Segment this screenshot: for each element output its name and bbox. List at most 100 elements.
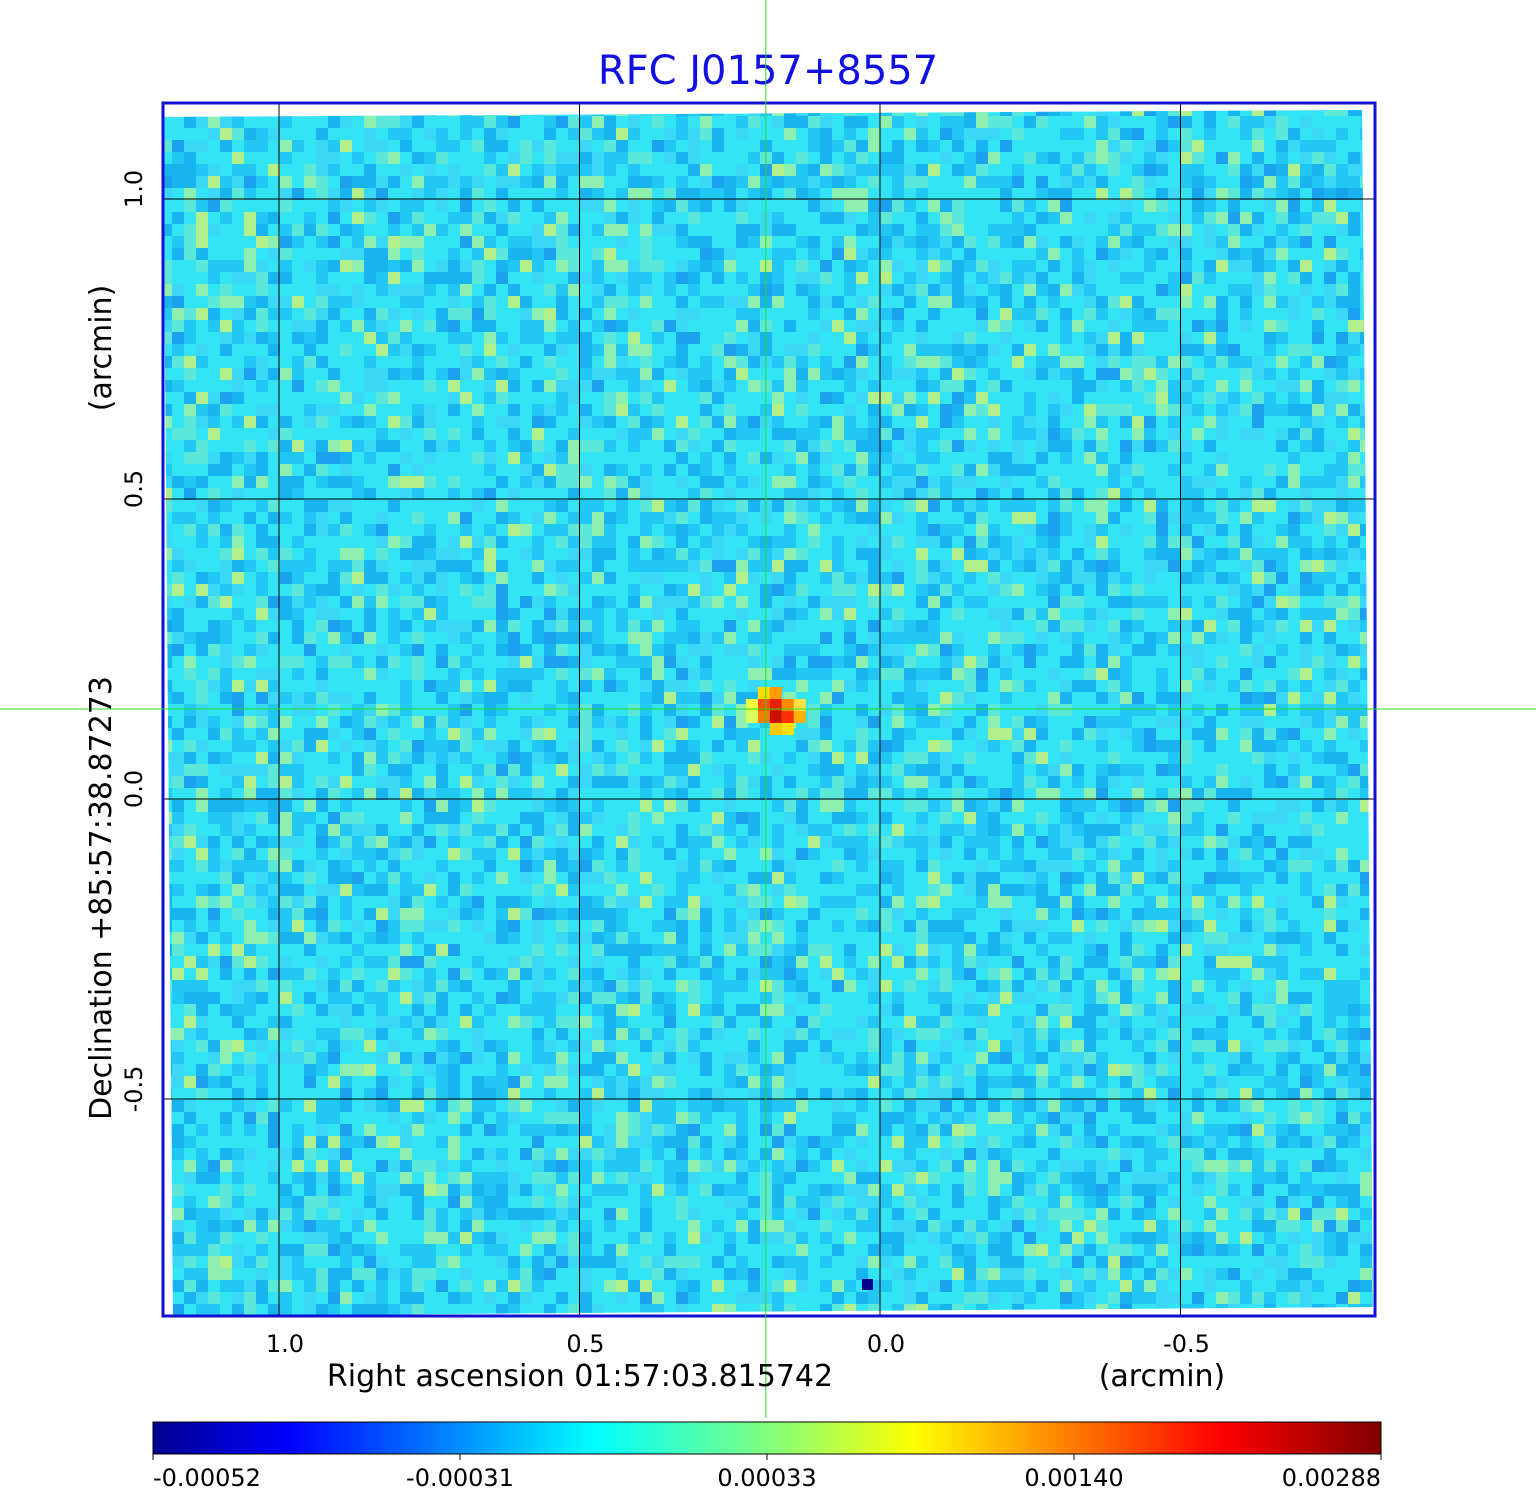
noise-pixel (292, 812, 304, 824)
noise-pixel (820, 896, 832, 908)
noise-pixel (1000, 620, 1012, 632)
noise-pixel (364, 716, 376, 728)
noise-pixel (772, 860, 784, 872)
noise-pixel (784, 860, 796, 872)
noise-pixel (1264, 188, 1276, 200)
noise-pixel (1264, 488, 1276, 500)
noise-pixel (844, 356, 856, 368)
noise-pixel (316, 680, 328, 692)
noise-pixel (472, 356, 484, 368)
noise-pixel (556, 788, 568, 800)
noise-pixel (1048, 536, 1060, 548)
noise-pixel (640, 260, 652, 272)
noise-pixel (856, 308, 868, 320)
noise-pixel (1288, 308, 1300, 320)
noise-pixel (856, 728, 868, 740)
noise-pixel (1084, 788, 1096, 800)
noise-pixel (460, 524, 472, 536)
noise-pixel (208, 320, 220, 332)
noise-pixel (784, 872, 796, 884)
noise-pixel (304, 356, 316, 368)
noise-pixel (1336, 392, 1348, 404)
noise-pixel (232, 380, 244, 392)
noise-pixel (532, 200, 544, 212)
noise-pixel (1216, 500, 1228, 512)
noise-pixel (1060, 740, 1072, 752)
noise-pixel (268, 440, 280, 452)
noise-pixel (1192, 380, 1204, 392)
noise-pixel (1300, 572, 1312, 584)
noise-pixel (712, 128, 724, 140)
noise-pixel (1060, 176, 1072, 188)
noise-pixel (220, 968, 232, 980)
noise-pixel (256, 284, 268, 296)
noise-pixel (976, 824, 988, 836)
noise-pixel (292, 332, 304, 344)
noise-pixel (196, 572, 208, 584)
noise-pixel (916, 344, 928, 356)
noise-pixel (1036, 620, 1048, 632)
noise-pixel (172, 968, 184, 980)
noise-pixel (508, 680, 520, 692)
noise-pixel (1168, 512, 1180, 524)
noise-pixel (520, 296, 532, 308)
noise-pixel (916, 140, 928, 152)
noise-pixel (184, 1004, 196, 1016)
noise-pixel (676, 920, 688, 932)
noise-pixel (736, 176, 748, 188)
noise-pixel (1108, 824, 1120, 836)
noise-pixel (748, 296, 760, 308)
noise-pixel (316, 884, 328, 896)
noise-pixel (412, 176, 424, 188)
noise-pixel (1240, 608, 1252, 620)
noise-pixel (556, 608, 568, 620)
noise-pixel (736, 320, 748, 332)
noise-pixel (844, 308, 856, 320)
noise-pixel (496, 212, 508, 224)
noise-pixel (1060, 1052, 1072, 1064)
noise-pixel (712, 956, 724, 968)
noise-pixel (628, 332, 640, 344)
noise-pixel (1012, 608, 1024, 620)
noise-pixel (604, 512, 616, 524)
noise-pixel (436, 824, 448, 836)
noise-pixel (868, 380, 880, 392)
noise-pixel (940, 920, 952, 932)
noise-pixel (412, 536, 424, 548)
noise-pixel (1000, 656, 1012, 668)
noise-pixel (928, 428, 940, 440)
noise-pixel (700, 452, 712, 464)
noise-pixel (712, 704, 724, 716)
noise-pixel (1324, 932, 1336, 944)
noise-pixel (244, 1004, 256, 1016)
noise-pixel (1276, 224, 1288, 236)
noise-pixel (436, 680, 448, 692)
noise-pixel (616, 608, 628, 620)
noise-pixel (1216, 236, 1228, 248)
noise-pixel (1012, 992, 1024, 1004)
noise-pixel (1012, 980, 1024, 992)
noise-pixel (1120, 308, 1132, 320)
noise-pixel (1312, 392, 1324, 404)
noise-pixel (700, 248, 712, 260)
noise-pixel (928, 260, 940, 272)
noise-pixel (436, 176, 448, 188)
noise-pixel (400, 800, 412, 812)
noise-pixel (484, 332, 496, 344)
noise-pixel (280, 140, 292, 152)
noise-pixel (172, 176, 184, 188)
noise-pixel (928, 644, 940, 656)
noise-pixel (844, 776, 856, 788)
noise-pixel (868, 776, 880, 788)
noise-pixel (772, 656, 784, 668)
noise-pixel (208, 272, 220, 284)
noise-pixel (268, 740, 280, 752)
noise-pixel (988, 812, 1000, 824)
noise-pixel (1084, 116, 1096, 128)
noise-pixel (1348, 296, 1360, 308)
noise-pixel (484, 740, 496, 752)
noise-pixel (412, 488, 424, 500)
noise-pixel (1264, 728, 1276, 740)
noise-pixel (916, 476, 928, 488)
noise-pixel (736, 944, 748, 956)
